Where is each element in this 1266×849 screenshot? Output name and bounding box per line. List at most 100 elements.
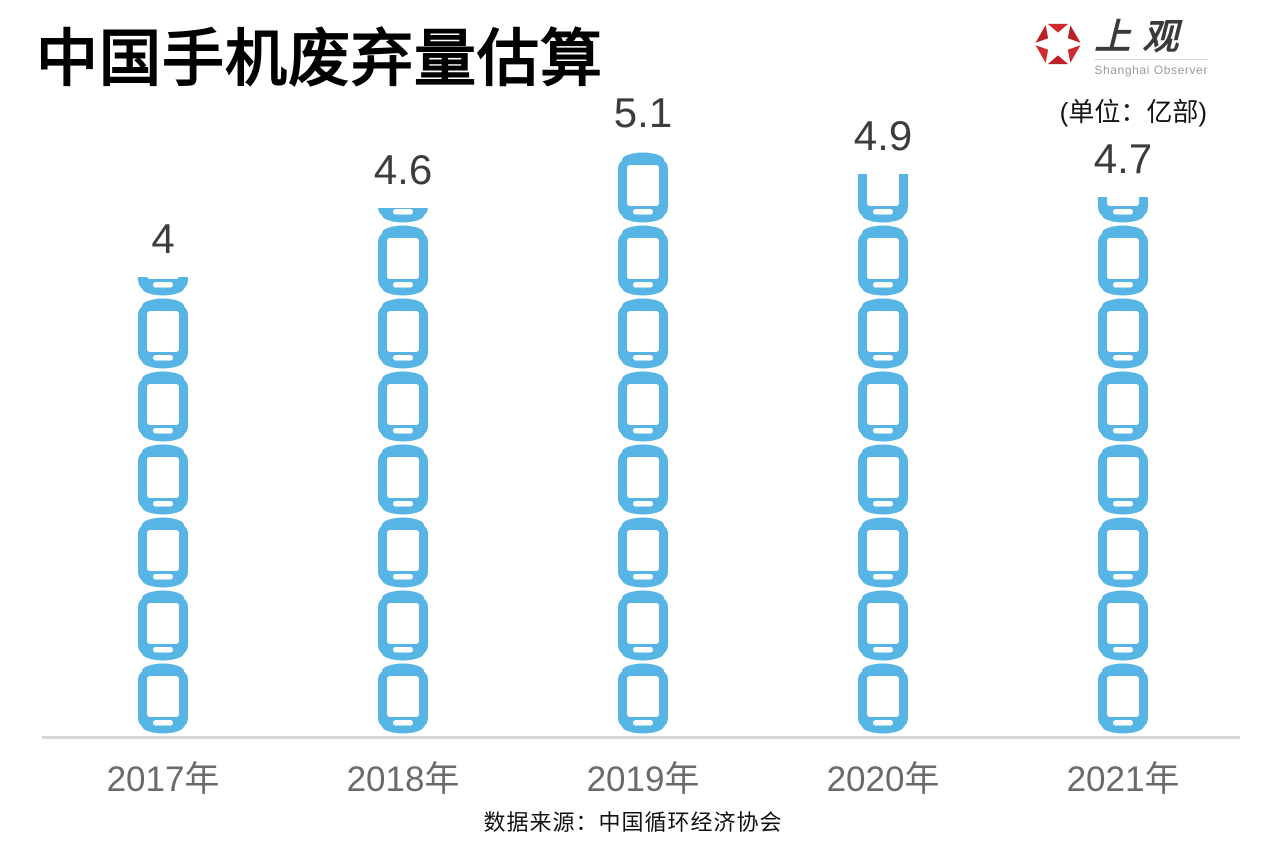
smartphone-icon — [378, 298, 428, 369]
smartphone-cell — [857, 371, 909, 444]
smartphone-cell — [1097, 298, 1149, 371]
smartphone-cell — [857, 444, 909, 517]
smartphone-cell — [617, 151, 669, 152]
smartphone-cell — [857, 298, 909, 371]
value-label: 4 — [151, 215, 175, 262]
smartphone-cell — [377, 663, 429, 736]
value-label: 4.9 — [853, 112, 913, 159]
smartphone-cell — [617, 517, 669, 590]
pictogram-bar — [617, 151, 669, 736]
smartphone-icon — [858, 663, 908, 734]
smartphone-icon — [1098, 225, 1148, 296]
smartphone-icon — [378, 371, 428, 442]
smartphone-cell — [857, 663, 909, 736]
smartphone-cell — [377, 298, 429, 371]
smartphone-icon — [138, 444, 188, 515]
smartphone-cell — [377, 225, 429, 298]
smartphone-icon — [378, 590, 428, 661]
smartphone-icon — [1098, 590, 1148, 661]
chart-title: 中国手机废弃量估算 — [36, 25, 604, 94]
smartphone-cell — [617, 663, 669, 736]
smartphone-cell — [377, 208, 429, 225]
smartphone-icon — [858, 517, 908, 588]
smartphone-icon — [858, 444, 908, 515]
logo-subtitle: Shanghai Observer — [1094, 59, 1208, 77]
smartphone-icon — [138, 517, 188, 588]
logo-text-block: 上观 Shanghai Observer — [1094, 19, 1208, 77]
smartphone-icon — [618, 590, 668, 661]
smartphone-icon — [1098, 517, 1148, 588]
smartphone-icon — [618, 225, 668, 296]
smartphone-icon — [1098, 663, 1148, 734]
smartphone-cell — [377, 517, 429, 590]
smartphone-icon — [138, 371, 188, 442]
smartphone-cell — [617, 371, 669, 444]
smartphone-cell — [857, 174, 909, 225]
x-axis-tick-label: 2021年 — [1066, 760, 1180, 799]
smartphone-cell — [137, 444, 189, 517]
smartphone-icon — [618, 517, 668, 588]
x-axis-tick-label: 2020年 — [826, 760, 940, 799]
smartphone-cell — [617, 590, 669, 663]
pictogram-bar — [137, 277, 189, 736]
smartphone-icon — [618, 663, 668, 734]
smartphone-cell — [1097, 517, 1149, 590]
smartphone-cell — [137, 298, 189, 371]
smartphone-cell — [1097, 225, 1149, 298]
value-label: 4.6 — [373, 146, 433, 193]
smartphone-cell — [617, 298, 669, 371]
x-axis-line — [42, 736, 1240, 739]
smartphone-cell — [857, 225, 909, 298]
smartphone-cell — [377, 590, 429, 663]
smartphone-cell — [377, 371, 429, 444]
smartphone-cell — [857, 517, 909, 590]
smartphone-icon — [618, 371, 668, 442]
smartphone-cell — [1097, 590, 1149, 663]
smartphone-icon — [138, 663, 188, 734]
pictogram-bar — [1097, 197, 1149, 736]
smartphone-cell — [137, 517, 189, 590]
pictogram-bar — [377, 208, 429, 736]
x-axis-tick-label: 2019年 — [586, 760, 700, 799]
smartphone-cell — [617, 444, 669, 517]
smartphone-cell — [377, 444, 429, 517]
data-source-label: 数据来源：中国循环经济协会 — [483, 810, 783, 835]
smartphone-cell — [1097, 197, 1149, 225]
smartphone-cell — [1097, 444, 1149, 517]
smartphone-icon — [378, 208, 428, 223]
unit-label: (单位：亿部) — [1059, 97, 1207, 127]
smartphone-icon — [618, 444, 668, 515]
logo-wordmark: 上观 — [1094, 16, 1191, 58]
value-label: 4.7 — [1093, 135, 1153, 182]
smartphone-cell — [137, 371, 189, 444]
smartphone-icon — [1098, 197, 1148, 223]
smartphone-icon — [138, 277, 188, 296]
pictogram-bar — [857, 174, 909, 736]
smartphone-icon — [1098, 371, 1148, 442]
smartphone-icon — [378, 225, 428, 296]
smartphone-icon — [858, 225, 908, 296]
smartphone-icon — [378, 517, 428, 588]
smartphone-cell — [1097, 663, 1149, 736]
smartphone-icon — [378, 663, 428, 734]
smartphone-icon — [858, 174, 908, 223]
smartphone-icon — [618, 298, 668, 369]
smartphone-cell — [617, 225, 669, 298]
smartphone-icon — [1098, 444, 1148, 515]
x-axis-tick-label: 2017年 — [106, 760, 220, 799]
smartphone-cell — [617, 152, 669, 225]
x-axis-tick-label: 2018年 — [346, 760, 460, 799]
smartphone-icon — [858, 371, 908, 442]
smartphone-cell — [137, 663, 189, 736]
smartphone-cell — [1097, 371, 1149, 444]
smartphone-icon — [138, 590, 188, 661]
shanghai-observer-logo: 上观 Shanghai Observer — [1033, 19, 1208, 77]
smartphone-icon — [618, 152, 668, 223]
smartphone-icon — [378, 444, 428, 515]
smartphone-icon — [1098, 298, 1148, 369]
smartphone-cell — [857, 590, 909, 663]
value-label: 5.1 — [613, 89, 673, 136]
smartphone-cell — [137, 277, 189, 298]
